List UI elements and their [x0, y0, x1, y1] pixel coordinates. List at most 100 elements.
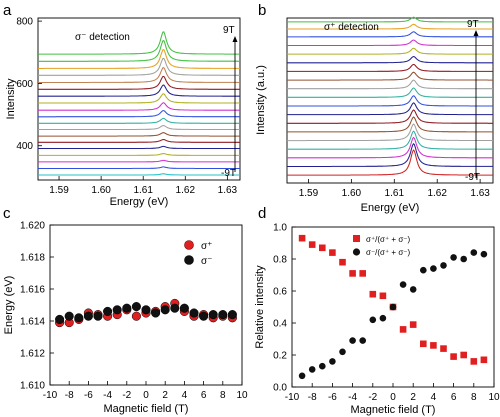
panel-a-trace-7 [38, 124, 240, 131]
panel-c-xtick-label-4: -2 [122, 390, 131, 401]
panel-b-annotation: σ⁺ detection [324, 22, 379, 33]
panel-b-trace-11 [287, 71, 493, 81]
panel-c-series-1-point-11 [160, 305, 170, 315]
panel-c-legend-marker-sigma-minus [184, 255, 194, 265]
panel-b-field-bottom: -9T [465, 172, 480, 183]
panel-c-series-1-point-14 [189, 308, 199, 318]
panel-d-series-0-point-7 [369, 290, 377, 298]
panel-a-trace-8 [38, 117, 240, 124]
panel-d-xtick-label-9: 8 [471, 392, 477, 403]
panel-c-series-1-point-6 [112, 305, 122, 315]
panel-a-ytick-label-1: 600 [16, 79, 33, 90]
panel-b-trace-14 [287, 47, 493, 55]
panel-d-ylabel: Relative intensity [254, 265, 266, 349]
panel-b-trace-10 [287, 79, 493, 90]
panel-b-trace-2 [287, 136, 493, 159]
panel-c-series-1-point-8 [131, 302, 141, 312]
panel-c-series-1-point-15 [199, 311, 209, 321]
panel-d-series-0-point-13 [430, 342, 437, 349]
panel-c-xtick-label-7: 4 [182, 390, 188, 401]
panel-d: -10 -8 -6 -4 -2 0 2 4 6 8 10 0.0 0.2 0.4 0.6 0.8 1.0 σ⁺/… [254, 223, 500, 417]
panel-b-field-top: 9T [467, 19, 479, 30]
panel-c-xtick-label-6: 2 [162, 390, 168, 401]
panel-d-series-1-point-10 [399, 281, 407, 288]
panel-d-xlabel: Magnetic field (T) [351, 404, 436, 416]
panel-b-xtick-label-2: 1.61 [385, 188, 405, 199]
panel-d-series-1-point-2 [319, 362, 326, 370]
panel-a-annotation: σ⁻ detection [75, 32, 130, 43]
panel-c-ytick-label-4: 1.618 [20, 253, 45, 264]
panel-c-series-1-point-10 [151, 308, 161, 318]
panel-a-trace-5 [38, 138, 240, 143]
panel-c-ylabel: Energy (eV) [3, 276, 15, 335]
panel-d-series-0-point-3 [329, 249, 336, 256]
panel-a-traces [38, 31, 240, 176]
panel-b-trace-18 [287, 16, 493, 23]
panel-c-points [55, 298, 237, 328]
panel-b-trace-17 [287, 23, 493, 30]
panel-a-trace-17 [38, 39, 240, 62]
panel-a-xlabel: Energy (eV) [110, 196, 169, 208]
panel-d-xtick-label-6: 2 [410, 392, 416, 403]
panel-b-trace-1 [287, 143, 493, 168]
panel-d-series-1-point-0 [298, 372, 306, 380]
panel-d-legend-minus: σ⁻/(σ⁺ + σ⁻) [366, 248, 410, 257]
panel-c-xtick-label-2: -6 [84, 390, 93, 401]
panel-c-series-1-point-16 [208, 310, 218, 320]
panel-d-legend-plus: σ⁺/(σ⁺ + σ⁻) [366, 235, 410, 244]
panel-c-xtick-label-1: -8 [65, 390, 74, 401]
panel-d-series-1-point-17 [470, 249, 478, 256]
panel-c-legend-sigma-plus: σ⁺ [201, 241, 212, 252]
panel-b-trace-8 [287, 95, 493, 107]
panel-c-ytick-label-1: 1.612 [20, 349, 45, 360]
panel-b-xtick-label-4: 1.63 [470, 188, 490, 199]
panel-a-trace-4 [38, 145, 240, 150]
panel-d-legend-marker-plus [353, 235, 360, 242]
panel-d-points [298, 234, 488, 380]
panel-b-xtick-label-3: 1.62 [427, 188, 447, 199]
panel-d-series-1-point-3 [329, 358, 336, 365]
panel-c-legend-marker-sigma-plus [184, 240, 194, 250]
panel-b-trace-12 [287, 63, 493, 72]
panel-b-ylabel: Intensity (a.u.) [255, 65, 267, 135]
panel-c-legend: σ⁺ σ⁻ [184, 240, 212, 267]
panel-d-series-1-point-5 [349, 337, 356, 344]
panel-c-series-1-point-4 [93, 311, 103, 321]
panel-d-ticks: -10 -8 -6 -4 -2 0 2 4 6 8 10 0.0 0.2 0.4 0.6 0.8 1.0 [273, 223, 500, 404]
panel-a-ylabel: Intensity [5, 78, 17, 119]
panel-d-xtick-label-4: -2 [368, 392, 377, 403]
panel-d-series-1-point-13 [430, 265, 437, 272]
panel-c-xtick-label-8: 6 [201, 390, 207, 401]
panel-d-series-0-point-6 [359, 270, 366, 277]
panel-c-ytick-label-5: 1.620 [20, 221, 45, 232]
panel-d-series-1-point-11 [409, 286, 417, 293]
panel-a-field-arrow-head [232, 36, 238, 42]
panel-c: -10 -8 -6 -4 -2 0 2 4 6 8 10 1.610 1.612 1.614 1.616 1.… [3, 221, 248, 416]
panel-c-series-1-point-3 [83, 311, 93, 321]
panel-a-ytick-label-0: 400 [16, 141, 33, 152]
panel-c-series-0-point-8 [131, 311, 141, 321]
panel-d-ytick-label-0: 0.0 [273, 383, 287, 394]
panel-d-xtick-label-7: 4 [431, 392, 437, 403]
panel-d-series-1-point-14 [440, 262, 447, 269]
panel-d-legend-marker-minus [352, 248, 361, 256]
panel-d-series-1-point-9 [389, 303, 397, 311]
panel-c-series-1-point-7 [122, 303, 132, 313]
panel-c-xtick-label-10: 10 [236, 390, 248, 401]
panel-a-trace-10 [38, 102, 240, 111]
panel-d-series-0-point-14 [440, 345, 447, 352]
panel-d-xtick-label-5: 0 [390, 392, 396, 403]
panel-a-trace-9 [38, 110, 240, 118]
panel-c-xtick-label-3: -4 [103, 390, 112, 401]
panel-d-series-1-point-18 [480, 250, 488, 258]
panel-b-trace-6 [287, 109, 493, 124]
panel-c-xlabel: Magnetic field (T) [104, 403, 189, 415]
panel-a-xtick-label-0: 1.59 [49, 185, 69, 196]
panel-d-series-1-point-12 [420, 266, 427, 274]
panel-label-c: c [3, 205, 11, 222]
panel-d-series-1-point-7 [369, 316, 377, 324]
panel-a-xtick-label-1: 1.60 [91, 185, 111, 196]
panel-c-ytick-label-2: 1.614 [20, 317, 45, 328]
panel-b: 1.59 1.60 1.61 1.62 1.63 σ⁺ detection 9T -9T… [255, 16, 494, 214]
